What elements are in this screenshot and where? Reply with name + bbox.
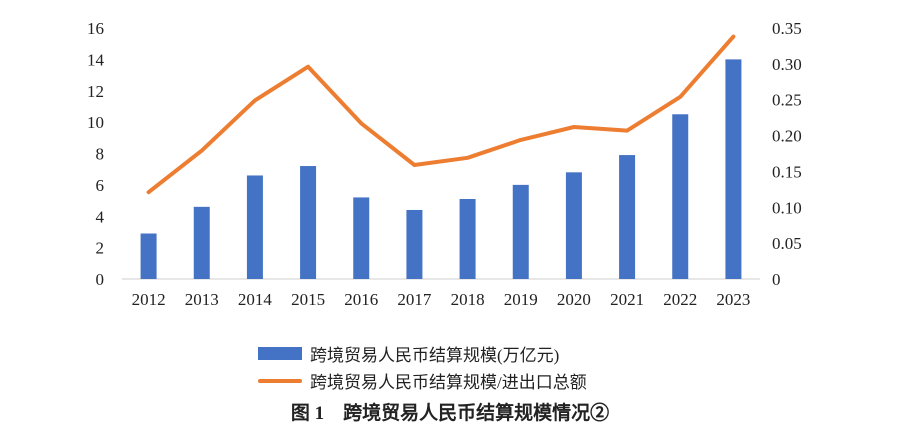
bar-2017 — [406, 209, 423, 279]
legend-item-line: 跨境贸易人民币结算规模/进出口总额 — [258, 368, 818, 393]
x-tick-label: 2019 — [504, 290, 538, 309]
bar-2012 — [140, 233, 157, 279]
right-tick-label: 0.35 — [772, 19, 802, 38]
line-series — [146, 34, 736, 195]
bar-2020 — [565, 172, 582, 279]
right-tick-label: 0.15 — [772, 162, 802, 181]
right-y-axis: 0 0.05 0.10 0.15 0.20 0.25 0.30 0.35 — [772, 19, 802, 289]
line-point-2014 — [254, 99, 256, 101]
line-point-2012 — [148, 191, 150, 193]
figure-caption: 图 1 跨境贸易人民币结算规模情况② — [290, 403, 610, 424]
bar-2019 — [512, 184, 529, 279]
bar-2014 — [246, 175, 263, 279]
right-tick-label: 0.05 — [772, 234, 802, 253]
x-tick-label: 2021 — [610, 290, 644, 309]
left-tick-label: 10 — [87, 113, 104, 132]
x-tick-label: 2017 — [397, 290, 432, 309]
legend-swatch-bar — [258, 347, 302, 360]
line-series-path — [146, 34, 736, 195]
right-tick-label: 0.30 — [772, 55, 802, 74]
left-tick-label: 0 — [96, 270, 105, 289]
left-tick-label: 2 — [96, 239, 105, 258]
legend-item-bar: 跨境贸易人民币结算规模(万亿元) — [258, 341, 818, 366]
x-tick-label: 2015 — [291, 290, 325, 309]
left-y-axis: 0 2 4 6 8 10 12 14 16 — [87, 19, 105, 289]
x-tick-label: 2014 — [238, 290, 273, 309]
left-tick-label: 8 — [96, 145, 105, 164]
x-tick-label: 2020 — [557, 290, 591, 309]
right-tick-label: 0.20 — [772, 127, 802, 146]
line-point-2016 — [360, 122, 362, 124]
right-tick-label: 0.10 — [772, 198, 802, 217]
x-tick-label: 2016 — [344, 290, 378, 309]
legend-label-line: 跨境贸易人民币结算规模/进出口总额 — [310, 373, 587, 392]
line-point-2017 — [413, 164, 415, 166]
bar-2021 — [619, 155, 636, 279]
legend-swatch-line — [258, 378, 302, 383]
x-tick-label: 2012 — [132, 290, 166, 309]
line-point-2020 — [573, 126, 575, 128]
bar-series — [140, 59, 742, 279]
x-tick-label: 2022 — [663, 290, 697, 309]
left-tick-label: 6 — [96, 176, 105, 195]
x-tick-label: 2018 — [451, 290, 485, 309]
line-point-2021 — [626, 130, 628, 132]
x-tick-label: 2023 — [716, 290, 750, 309]
x-tick-label: 2013 — [185, 290, 219, 309]
x-axis: 2012 2013 2014 2015 2016 2017 2018 2019 2020 2021… — [132, 290, 751, 309]
bar-2016 — [353, 197, 370, 279]
line-point-2018 — [467, 157, 469, 159]
line-point-2022 — [679, 96, 681, 98]
right-tick-label: 0.25 — [772, 91, 802, 110]
bar-2023 — [725, 59, 742, 279]
line-point-2013 — [201, 150, 203, 152]
legend-label-bar: 跨境贸易人民币结算规模(万亿元) — [310, 346, 560, 365]
bar-2015 — [300, 166, 317, 279]
left-tick-label: 12 — [87, 82, 104, 101]
bar-2013 — [193, 206, 210, 279]
right-tick-label: 0 — [772, 270, 781, 289]
bar-2022 — [672, 114, 689, 279]
line-point-2019 — [520, 139, 522, 141]
bar-2018 — [459, 198, 476, 279]
line-point-2023 — [732, 36, 734, 38]
left-tick-label: 14 — [87, 50, 105, 69]
left-tick-label: 4 — [96, 207, 105, 226]
line-point-2015 — [307, 66, 309, 68]
left-tick-label: 16 — [87, 19, 104, 38]
